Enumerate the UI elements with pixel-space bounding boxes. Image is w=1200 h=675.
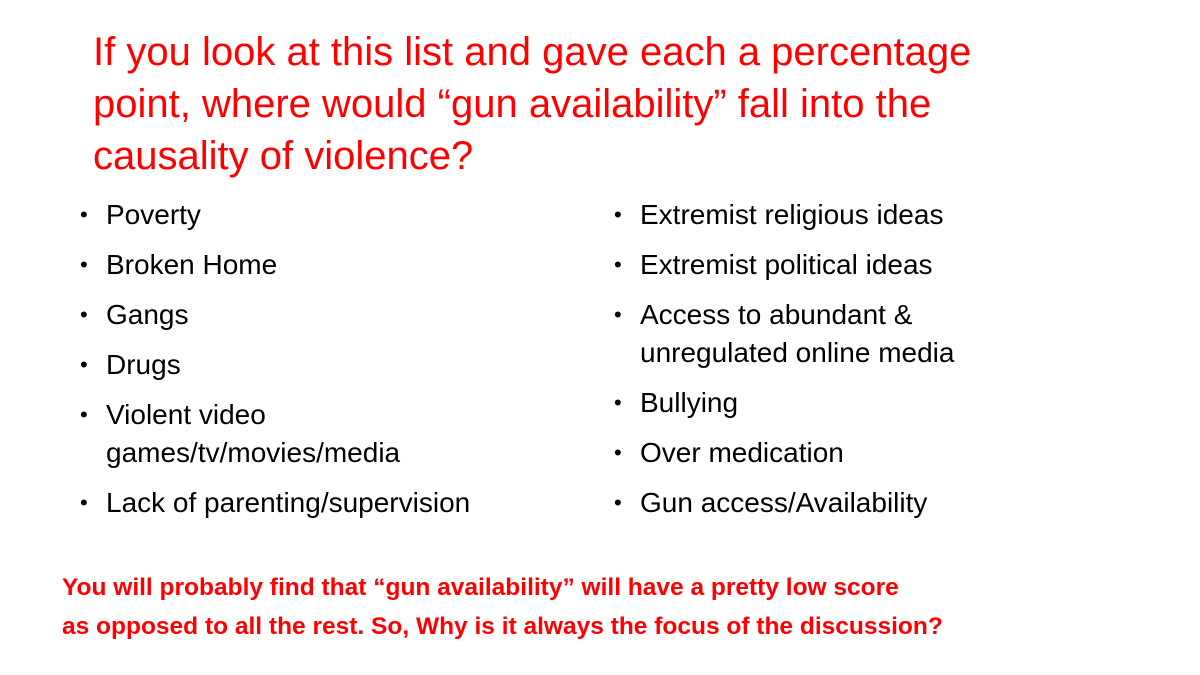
list-item: • Violent video games/tv/movies/media — [80, 396, 580, 472]
list-item-text: Violent video — [106, 399, 266, 430]
list-item-text: Extremist religious ideas — [640, 199, 944, 230]
bullet-icon: • — [614, 252, 622, 277]
bullet-icon: • — [614, 202, 622, 227]
list-item-text: Lack of parenting/supervision — [106, 487, 471, 518]
bullet-icon: • — [80, 402, 88, 427]
bullet-icon: • — [614, 390, 622, 415]
footer-line-1: You will probably find that “gun availab… — [62, 574, 899, 601]
list-item-text: Bullying — [640, 387, 739, 418]
list-item: • Extremist religious ideas — [614, 196, 1134, 234]
list-item: • Broken Home — [80, 246, 580, 284]
list-item-text: Gun access/Availability — [640, 487, 928, 518]
bullet-icon: • — [80, 490, 88, 515]
bullet-icon: • — [614, 302, 622, 327]
title-line-1: If you look at this list and gave each a… — [93, 30, 972, 74]
bullet-icon: • — [614, 440, 622, 465]
list-item: • Access to abundant & unregulated onlin… — [614, 296, 1134, 372]
list-item-text-continued: unregulated online media — [640, 337, 955, 368]
title-line-2: point, where would “gun availability” fa… — [93, 82, 932, 126]
bullet-icon: • — [80, 302, 88, 327]
list-item: • Gangs — [80, 296, 580, 334]
list-item-text: Drugs — [106, 349, 181, 380]
title-line-3: causality of violence? — [93, 134, 474, 178]
bullet-icon: • — [614, 490, 622, 515]
list-item-text: Gangs — [106, 299, 189, 330]
bullet-icon: • — [80, 352, 88, 377]
bullet-icon: • — [80, 202, 88, 227]
left-bullet-list: • Poverty • Broken Home • Gangs • Drugs … — [80, 196, 580, 534]
list-item-text: Poverty — [106, 199, 201, 230]
footer-callout: You will probably find that “gun availab… — [62, 568, 1172, 646]
list-item-text-continued: games/tv/movies/media — [106, 437, 401, 468]
list-item-text: Broken Home — [106, 249, 278, 280]
list-item: • Lack of parenting/supervision — [80, 484, 580, 522]
list-item: • Over medication — [614, 434, 1134, 472]
list-item-text: Extremist political ideas — [640, 249, 933, 280]
list-item-text: Over medication — [640, 437, 844, 468]
list-item: • Drugs — [80, 346, 580, 384]
list-item: • Bullying — [614, 384, 1134, 422]
list-item: • Extremist political ideas — [614, 246, 1134, 284]
bullet-icon: • — [80, 252, 88, 277]
right-bullet-list: • Extremist religious ideas • Extremist … — [614, 196, 1134, 534]
list-item: • Gun access/Availability — [614, 484, 1134, 522]
slide-title: If you look at this list and gave each a… — [93, 26, 1153, 182]
footer-line-2: as opposed to all the rest. So, Why is i… — [62, 613, 943, 640]
list-item: • Poverty — [80, 196, 580, 234]
list-item-text: Access to abundant & — [640, 299, 913, 330]
